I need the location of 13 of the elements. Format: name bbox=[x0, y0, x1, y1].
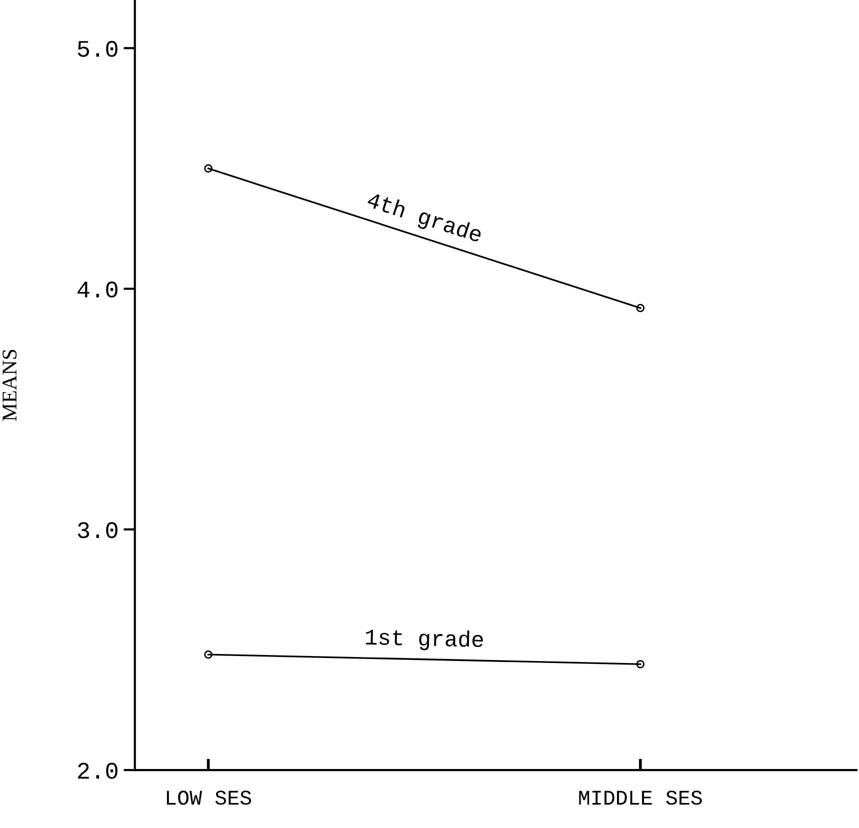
point bbox=[204, 164, 212, 173]
y-tick-label: 2.0 bbox=[78, 762, 118, 779]
point bbox=[636, 304, 645, 312]
x-tick-label: MIDDLE SES bbox=[579, 790, 702, 805]
y-tick-label: 3.0 bbox=[78, 522, 118, 538]
y-axis-title: MEANS bbox=[2, 350, 17, 421]
text: 4th grade bbox=[365, 190, 484, 247]
y-tick-label: 5.0 bbox=[78, 40, 118, 57]
point bbox=[636, 660, 645, 668]
x-tick-label: LOW SES bbox=[166, 790, 252, 805]
y-tick-label: 4.0 bbox=[78, 282, 118, 298]
series-label: 1st grade bbox=[366, 628, 484, 652]
point bbox=[204, 650, 212, 659]
